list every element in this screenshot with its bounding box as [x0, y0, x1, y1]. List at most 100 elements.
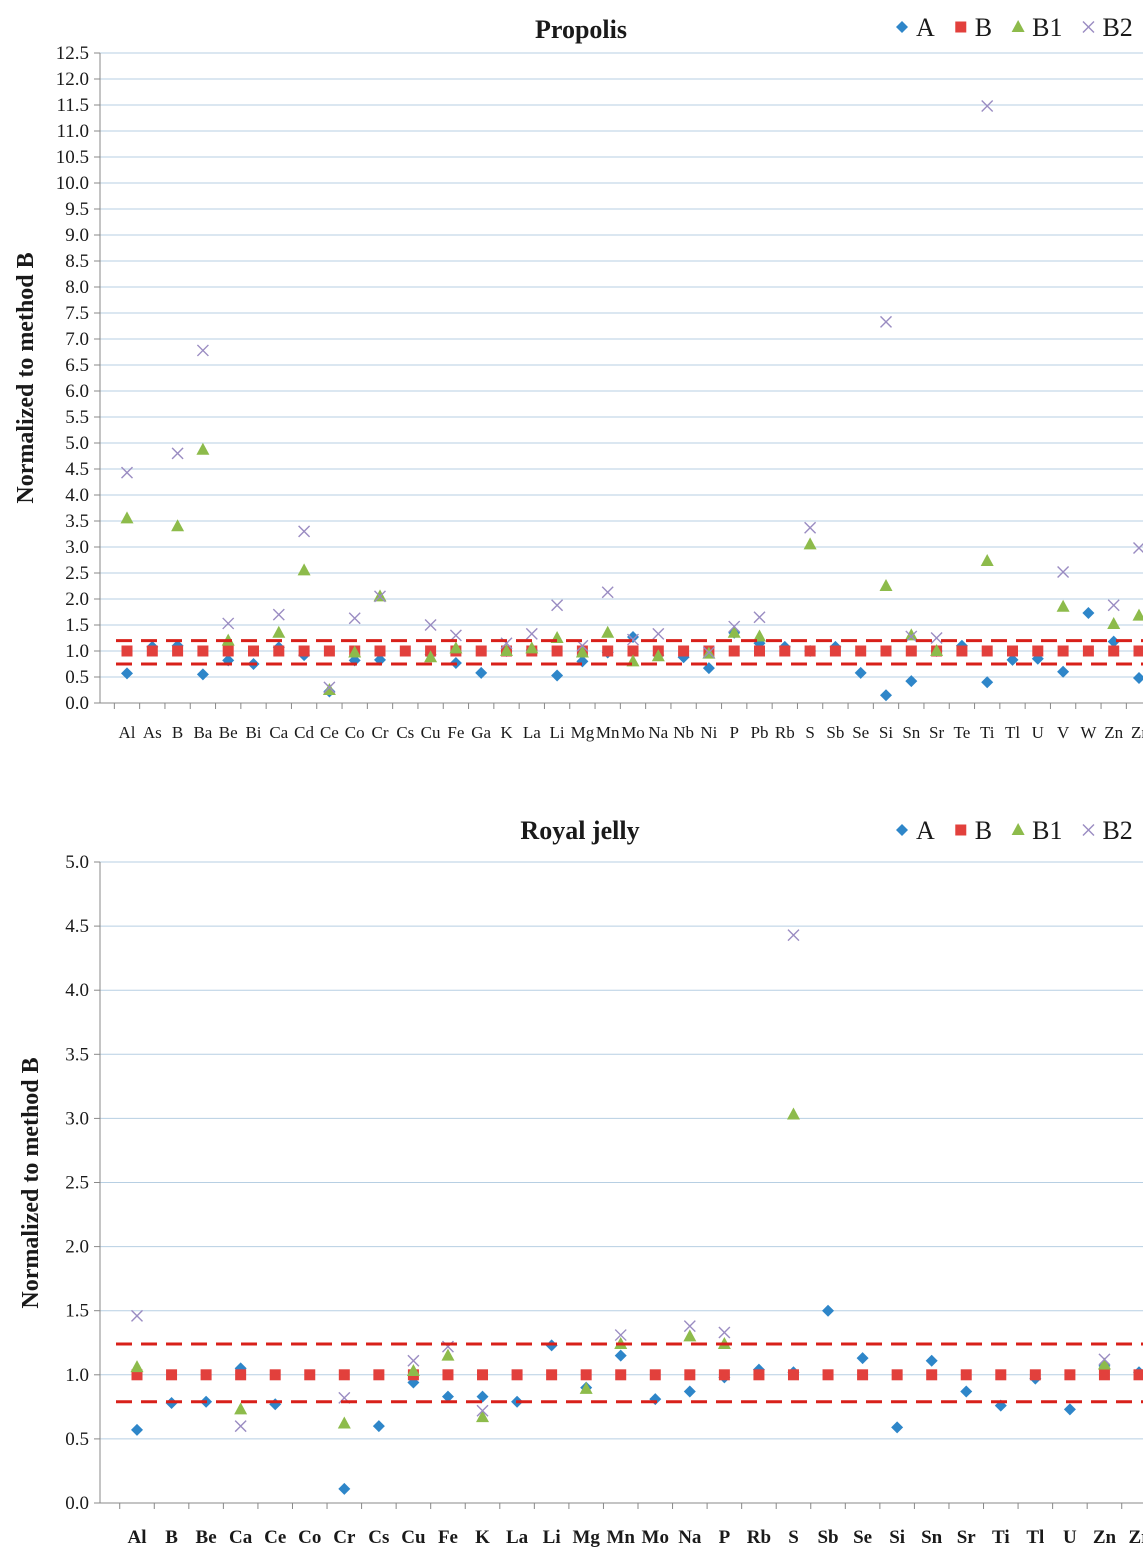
x-marker-stroke: [525, 627, 538, 640]
point-b2-mg: [576, 639, 589, 652]
x-tick-label: Bi: [245, 723, 261, 742]
point-b-mg: [580, 1369, 592, 1381]
point-b-se: [855, 645, 867, 657]
x-tick-label: Mo: [642, 1527, 669, 1548]
y-tick-label: 8.0: [65, 277, 89, 298]
y-tick-label: 0.0: [65, 693, 89, 714]
point-b2-cu: [407, 1354, 420, 1367]
y-tick-label: 3.0: [65, 1108, 89, 1129]
legend: A B B1 B2: [896, 13, 1133, 42]
point-b-ca: [235, 1369, 247, 1381]
point-b-tl: [1007, 645, 1018, 657]
series-b1: [130, 1107, 1111, 1429]
point-b-cs: [399, 645, 411, 657]
x-tick-label: Te: [954, 723, 971, 742]
x-tick-label: Na: [678, 1527, 702, 1548]
point-a-fe: [441, 1390, 454, 1403]
x-tick-label: Sr: [929, 723, 944, 742]
point-b-s: [804, 645, 816, 657]
x-tick-label: Fe: [447, 723, 464, 742]
point-b1-ca: [272, 625, 286, 638]
point-a-zr: [1133, 672, 1143, 685]
point-b-la: [511, 1369, 523, 1381]
x-tick-label: Li: [550, 723, 565, 742]
x-tick-label: K: [500, 723, 513, 742]
point-b-ba: [197, 645, 209, 657]
x-marker-stroke: [683, 1320, 696, 1333]
point-b1-p: [727, 625, 741, 638]
x-tick-label: Ni: [700, 723, 717, 742]
x-tick-label: Fe: [438, 1527, 458, 1548]
x-marker-stroke: [1057, 565, 1070, 578]
point-b1-zn: [1097, 1357, 1111, 1370]
legend-label-b: B: [975, 816, 992, 845]
point-b1-k: [500, 644, 513, 656]
point-b-fe: [442, 1369, 454, 1381]
point-b1-ca: [234, 1402, 248, 1415]
y-tick-label: 3.5: [65, 1044, 89, 1065]
point-b2-b: [171, 447, 184, 460]
point-b-as: [146, 645, 158, 657]
chart-2: 0.0 0.5 1.0 1.5 2.0 2.5 3.0 3.5 4.0 4.5 5.0 Al B Be Ca…: [18, 816, 1143, 1548]
x-tick-label: Ga: [471, 723, 491, 742]
point-b-tl: [1029, 1369, 1041, 1381]
point-b1-na: [683, 1329, 697, 1342]
x-tick-label: Rb: [775, 723, 795, 742]
point-b2-ni: [702, 646, 715, 659]
y-tick-label: 6.0: [65, 381, 89, 402]
point-b2-ti: [981, 100, 994, 113]
x-tick-label: Cr: [372, 723, 389, 742]
point-b2-zr: [1133, 542, 1143, 555]
point-b1-mg: [575, 645, 589, 658]
point-b-b: [166, 1369, 178, 1381]
point-b-sb: [829, 645, 841, 657]
point-b-mo: [627, 645, 639, 657]
point-b1-mn: [601, 625, 615, 638]
point-b2-al: [121, 466, 133, 479]
point-b-nb: [678, 645, 690, 657]
x-marker-stroke: [374, 590, 386, 603]
x-tick-label: Li: [543, 1527, 561, 1548]
x-marker-stroke: [551, 599, 564, 612]
y-tick-label: 10.5: [56, 147, 89, 168]
point-b-k: [477, 1369, 489, 1381]
point-b-sr: [960, 1369, 972, 1381]
x-tick-label: Tl: [1005, 723, 1020, 742]
point-a-sn: [905, 675, 918, 688]
point-b2-be: [222, 617, 235, 630]
x-tick-label: U: [1063, 1527, 1077, 1548]
point-a-ga: [475, 666, 488, 679]
point-b-ce: [323, 645, 335, 657]
point-b1-ti: [980, 554, 994, 567]
point-b-cs: [373, 1369, 385, 1381]
point-b-ga: [475, 645, 487, 657]
point-b2-na: [652, 627, 665, 640]
x-tick-label: Al: [128, 1527, 147, 1548]
point-b2-li: [551, 599, 564, 612]
y-tick-label: 4.0: [65, 980, 89, 1001]
point-b2-co: [348, 612, 361, 625]
legend-marker-b2: [1082, 824, 1095, 836]
point-b1-v: [1056, 599, 1070, 612]
point-b1-co: [348, 645, 362, 658]
x-tick-label: Nb: [673, 723, 694, 742]
point-b-ca: [273, 645, 285, 657]
point-b-s: [787, 1369, 799, 1381]
series-b1: [120, 442, 1143, 695]
point-a-w: [1082, 607, 1095, 620]
point-a-se: [856, 1352, 869, 1365]
point-b1-ba: [196, 442, 210, 455]
x-tick-label: Cr: [333, 1527, 356, 1548]
x-tick-label: Na: [648, 723, 668, 742]
point-b2-ba: [196, 344, 209, 357]
point-b-zr: [1133, 1369, 1143, 1381]
point-b1-cu: [424, 650, 438, 663]
y-tick-label: 1.5: [65, 615, 89, 636]
x-tick-label: Zn: [1093, 1527, 1117, 1548]
x-tick-label: La: [506, 1527, 529, 1548]
x-tick-label: Cu: [421, 723, 441, 742]
y-tick-label: 2.5: [65, 1173, 89, 1194]
point-b2-cu: [424, 619, 437, 631]
point-a-li: [551, 669, 564, 682]
